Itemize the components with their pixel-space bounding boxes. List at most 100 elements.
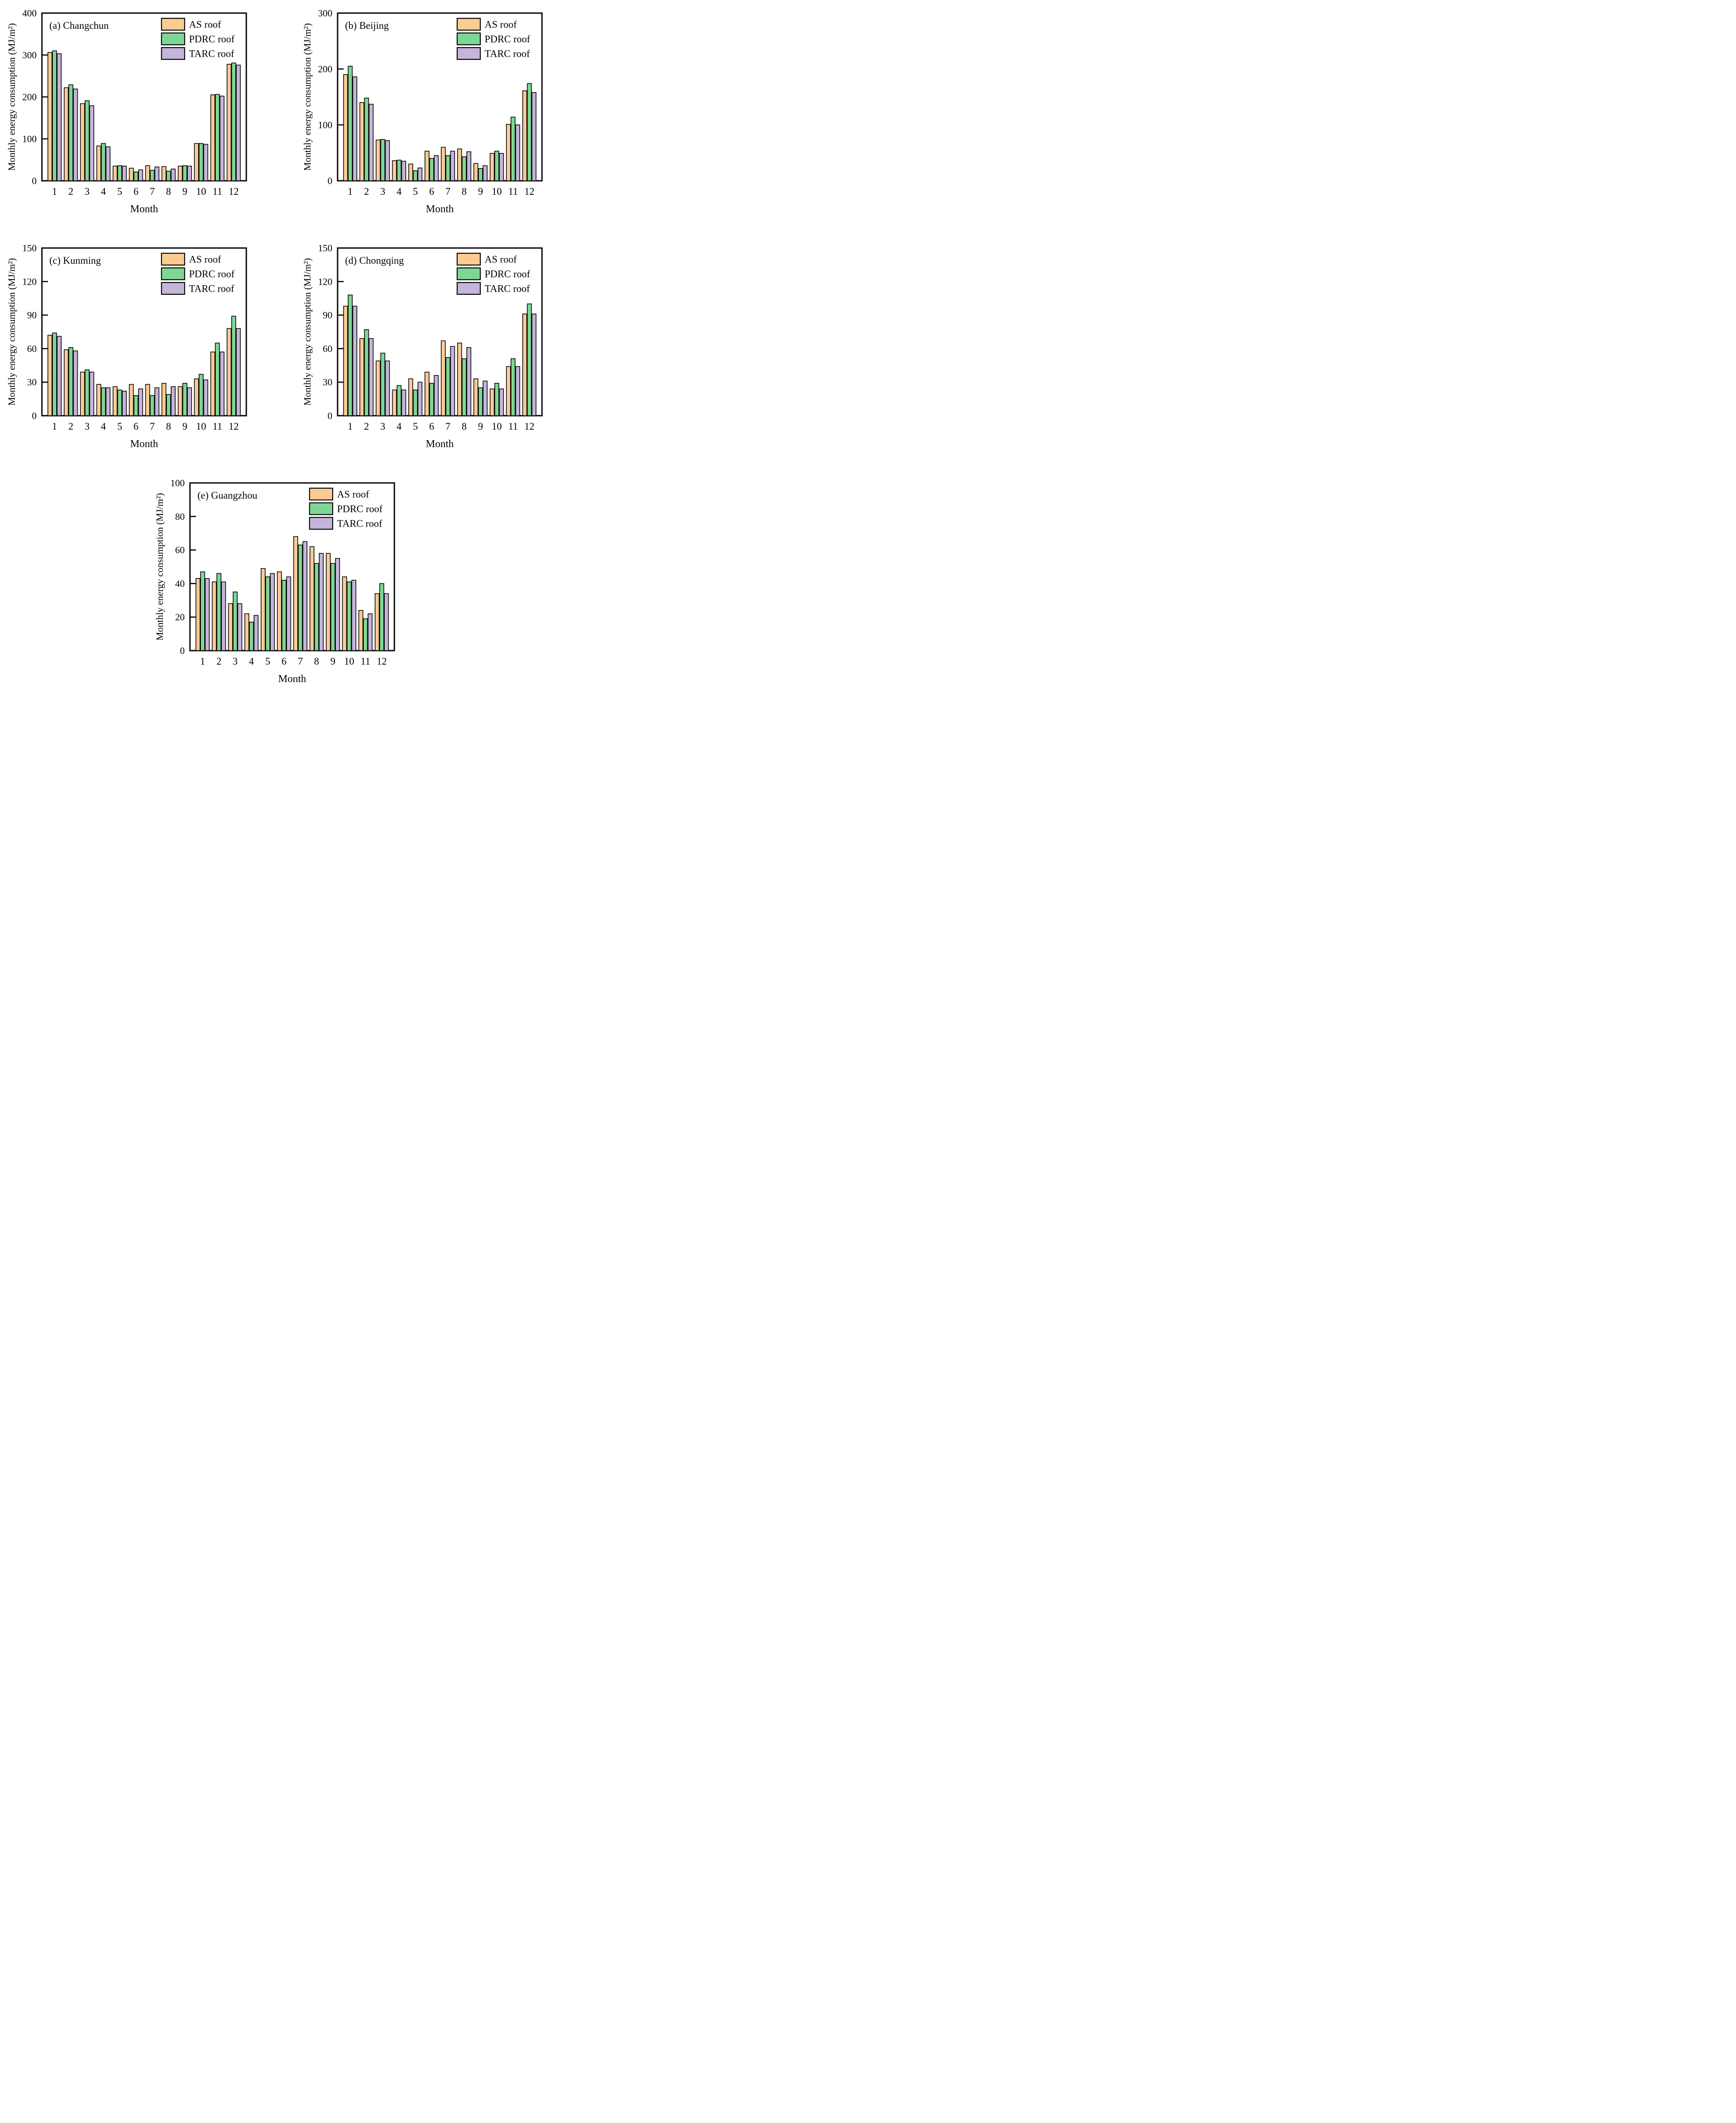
bar-e-m8-s2 <box>318 553 324 651</box>
x-axis-label: Month <box>130 203 158 215</box>
bar-a-m8-s1 <box>166 171 171 181</box>
bar-d-m5-s0 <box>408 378 413 416</box>
bar-e-m1-s0 <box>195 578 200 651</box>
bar-d-m9-s1 <box>478 387 483 416</box>
bar-c-m4-s1 <box>101 387 106 416</box>
x-tick-label: 12 <box>229 421 239 432</box>
y-tick-label: 400 <box>22 8 37 19</box>
bar-d-m12-s1 <box>527 303 532 416</box>
x-tick-label: 1 <box>348 421 353 432</box>
chart-row-2: 0 30 60 90 120 150 1 2 3 4 5 6 7 8 9 10 11 12 Month Monthly… <box>4 242 574 458</box>
bar-e-m7-s1 <box>297 545 303 651</box>
bar-a-m6-s1 <box>133 172 138 181</box>
legend-swatch-0 <box>456 17 481 31</box>
legend-label-1: PDRC roof <box>189 34 235 45</box>
bar-c-m4-s0 <box>96 384 101 416</box>
x-tick-label: 7 <box>150 186 155 197</box>
bar-d-m11-s0 <box>506 366 511 416</box>
bar-d-m2-s2 <box>369 338 374 416</box>
legend-label-0: AS roof <box>189 254 221 265</box>
bar-d-m10-s0 <box>490 388 495 416</box>
bar-e-m9-s1 <box>330 563 335 651</box>
bar-a-m1-s1 <box>52 50 57 181</box>
plot-frame <box>41 247 247 417</box>
bar-c-m9-s0 <box>178 386 183 416</box>
legend-label-2: TARC roof <box>485 283 530 294</box>
bar-a-m5-s2 <box>122 165 127 181</box>
x-tick-label: 10 <box>196 421 206 432</box>
bar-b-m5-s0 <box>408 163 413 181</box>
y-tick-label: 60 <box>175 545 185 555</box>
bar-d-m2-s0 <box>359 338 365 416</box>
legend-label-0: AS roof <box>485 254 517 265</box>
legend-label-1: PDRC roof <box>485 34 530 45</box>
bar-c-m3-s1 <box>84 369 90 416</box>
y-tick-label: 0 <box>180 645 185 656</box>
bar-c-m5-s1 <box>117 389 122 416</box>
bar-e-m6-s1 <box>281 579 286 651</box>
legend-swatch-1 <box>456 32 481 45</box>
bar-a-m3-s1 <box>84 100 90 181</box>
legend-swatch-2 <box>161 282 185 295</box>
bar-c-m5-s2 <box>122 390 127 416</box>
x-axis-label: Month <box>130 438 158 450</box>
legend-label-2: TARC roof <box>189 48 235 59</box>
bar-d-m7-s2 <box>450 346 455 416</box>
bar-b-m11-s2 <box>515 124 520 181</box>
x-tick-label: 10 <box>492 421 502 432</box>
bar-b-m3-s1 <box>380 139 385 181</box>
x-tick-label: 7 <box>445 421 451 432</box>
y-tick-label: 90 <box>27 310 37 321</box>
x-tick-label: 1 <box>52 421 57 432</box>
bar-b-m10-s1 <box>494 151 500 181</box>
bar-d-m7-s1 <box>445 357 451 416</box>
bar-c-m2-s2 <box>73 350 78 416</box>
bar-a-m10-s0 <box>194 143 199 181</box>
legend-swatch-1 <box>161 32 185 45</box>
bar-b-m8-s0 <box>457 148 462 181</box>
plot-frame <box>337 247 543 417</box>
bar-d-m7-s0 <box>441 340 446 416</box>
chart-row-1: 0 100 200 300 400 1 2 3 4 5 6 7 8 9 10 11 12 Month Monthly… <box>4 7 574 224</box>
bar-c-m7-s1 <box>150 395 155 416</box>
x-tick-label: 4 <box>101 186 106 197</box>
y-tick-label: 80 <box>175 511 185 522</box>
y-tick-label: 100 <box>22 134 37 145</box>
bar-a-m8-s2 <box>171 169 176 181</box>
bar-c-m6-s2 <box>138 388 143 416</box>
bar-a-m4-s2 <box>105 146 110 181</box>
x-tick-label: 6 <box>429 421 435 432</box>
bar-a-m7-s0 <box>145 165 150 181</box>
x-tick-label: 10 <box>344 656 354 667</box>
x-tick-label: 11 <box>360 656 370 667</box>
y-axis-label: Monthly energy consumption (MJ/m²) <box>302 23 313 171</box>
bar-b-m3-s0 <box>376 139 381 181</box>
bar-e-m12-s1 <box>379 583 384 651</box>
legend-label-2: TARC roof <box>485 48 530 59</box>
x-tick-label: 10 <box>196 186 206 197</box>
legend-swatch-1 <box>309 502 333 515</box>
y-axis-label: Monthly energy consumption (MJ/m²) <box>154 493 165 641</box>
x-tick-label: 4 <box>397 186 402 197</box>
bar-b-m3-s2 <box>385 140 390 181</box>
bar-b-m12-s1 <box>527 83 532 181</box>
bar-a-m7-s2 <box>154 166 159 181</box>
bar-c-m9-s2 <box>187 387 192 416</box>
bar-e-m3-s1 <box>232 591 238 651</box>
x-tick-label: 11 <box>213 421 222 432</box>
chart-guangzhou: 0 20 40 60 80 100 1 2 3 4 5 6 7 8 9 10 11 12 Month Monthly … <box>152 477 427 693</box>
bar-c-m4-s2 <box>105 387 110 416</box>
bar-e-m6-s2 <box>286 576 291 651</box>
x-tick-label: 7 <box>150 421 155 432</box>
legend-swatch-0 <box>161 252 185 266</box>
bar-b-m7-s1 <box>445 155 451 181</box>
legend-label-2: TARC roof <box>189 283 235 294</box>
y-tick-label: 90 <box>323 310 332 321</box>
bar-c-m1-s1 <box>52 332 57 416</box>
bar-a-m9-s0 <box>178 165 183 181</box>
bar-b-m6-s1 <box>429 158 434 181</box>
y-tick-label: 300 <box>22 50 37 61</box>
bar-c-m5-s0 <box>112 386 117 416</box>
x-tick-label: 6 <box>281 656 286 667</box>
